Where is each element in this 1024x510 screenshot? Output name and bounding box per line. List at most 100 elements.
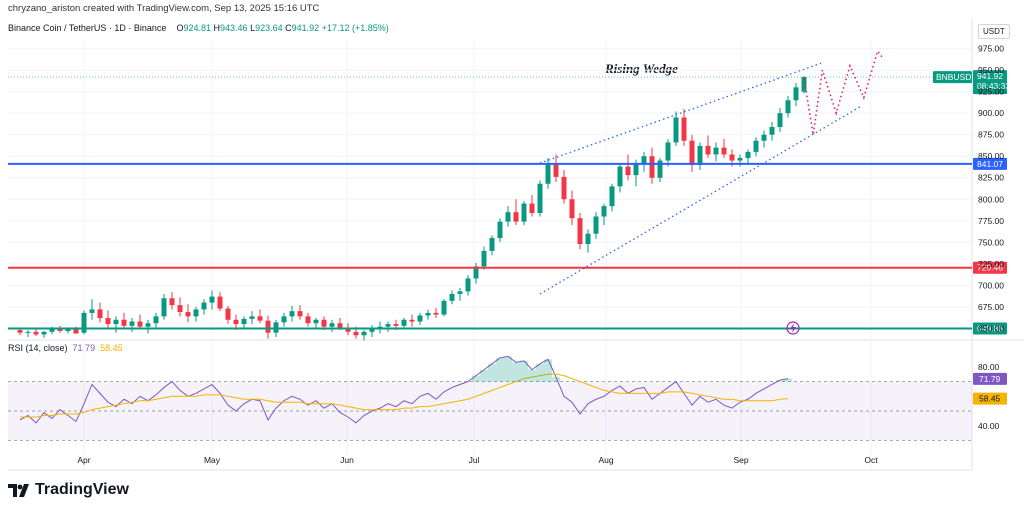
candle-body xyxy=(521,203,527,222)
candle-body xyxy=(745,151,751,158)
candle-body xyxy=(409,319,415,322)
rsi-overbought-fill xyxy=(544,359,552,382)
candle-body xyxy=(337,323,343,329)
candle-body xyxy=(545,163,551,184)
rsi-overbought-fill xyxy=(552,377,560,382)
rsi-indicator-name[interactable]: RSI (14, close) xyxy=(8,343,68,353)
wedge-upper-line xyxy=(539,62,822,164)
candle-body xyxy=(329,323,335,327)
last-price-value: 941.92 xyxy=(977,71,1003,81)
candle-body xyxy=(361,331,367,336)
candle-body xyxy=(617,166,623,187)
rsi-overbought-fill xyxy=(480,369,488,382)
rsi-value-badge xyxy=(973,372,1007,385)
candle-body xyxy=(777,113,783,127)
candle-body xyxy=(513,212,519,222)
price-tick-label: 900.00 xyxy=(978,108,1004,118)
price-tick-label: 950.00 xyxy=(978,65,1004,75)
wedge-annotation: Rising Wedge xyxy=(605,61,678,76)
lightning-event-icon xyxy=(786,321,800,335)
time-tick-label: May xyxy=(204,455,221,465)
candle-body xyxy=(353,331,359,336)
candle-body xyxy=(97,309,103,319)
candle-body xyxy=(801,77,807,92)
symbol-legend[interactable]: Binance Coin / TetherUS · 1D · Binance O… xyxy=(8,23,389,33)
credit-line: chryzano_ariston created with TradingVie… xyxy=(8,3,320,14)
candle-body xyxy=(73,329,79,334)
rsi-overbought-fill xyxy=(512,362,520,382)
candle-body xyxy=(177,305,183,313)
brand-name: TradingView xyxy=(35,481,129,498)
candle-body xyxy=(665,142,671,161)
rsi-overbought-fill xyxy=(776,380,784,382)
rsi-overbought-fill xyxy=(536,363,544,382)
candle-body xyxy=(449,293,455,301)
candle-body xyxy=(185,312,191,317)
candle-body xyxy=(537,183,543,214)
level-badge xyxy=(973,261,1007,274)
candle-body xyxy=(345,328,351,332)
price-tick-label: 875.00 xyxy=(978,130,1004,140)
candle-body xyxy=(433,312,439,315)
high-value: 943.46 xyxy=(220,23,248,33)
candle-body xyxy=(641,156,647,164)
candle-body xyxy=(81,312,87,333)
wedge-lower-line xyxy=(539,105,862,295)
candle-body xyxy=(473,266,479,279)
low-label: L xyxy=(250,23,256,33)
rsi-overbought-fill xyxy=(496,357,504,382)
candle-body xyxy=(681,117,687,141)
currency-button[interactable]: USDT xyxy=(978,24,1010,39)
candle-body xyxy=(281,316,287,323)
candle-body xyxy=(609,186,615,207)
price-tick-label: 700.00 xyxy=(978,280,1004,290)
symbol-name[interactable]: Binance Coin / TetherUS · 1D · Binance xyxy=(8,23,167,33)
time-tick-label: Aug xyxy=(598,455,613,465)
candle-body xyxy=(225,308,231,320)
time-axis[interactable]: Apr May Jun Jul Aug Sep Oct xyxy=(77,455,878,465)
candle-body xyxy=(761,134,767,141)
candle-body xyxy=(529,203,535,214)
rsi-overbought-fill xyxy=(784,378,792,382)
candle-body xyxy=(193,309,199,317)
candle-body xyxy=(657,160,663,178)
time-tick-label: Sep xyxy=(733,455,748,465)
candle-body xyxy=(465,278,471,292)
candle-body xyxy=(689,140,695,165)
rsi-value-label: 71.79 xyxy=(979,374,1001,384)
candle-body xyxy=(585,233,591,245)
change-value: +17.12 (+1.85%) xyxy=(321,23,389,33)
candle-body xyxy=(297,311,303,317)
candle-body xyxy=(305,316,311,324)
price-tick-label: 850.00 xyxy=(978,151,1004,161)
candle-body xyxy=(241,318,247,325)
price-tick-label: 800.00 xyxy=(978,194,1004,204)
candle-body xyxy=(625,166,631,176)
price-tick-label: 775.00 xyxy=(978,216,1004,226)
level-badge xyxy=(973,157,1007,170)
candle-body xyxy=(401,319,407,326)
candle-body xyxy=(769,126,775,135)
candle-body xyxy=(713,147,719,155)
price-axis[interactable]: 975.00 950.00 925.00 900.00 875.00 850.00 825.… xyxy=(978,44,1004,431)
open-value: 924.81 xyxy=(183,23,212,33)
lightning-bolt-icon xyxy=(790,323,796,333)
time-tick-label: Oct xyxy=(864,455,878,465)
candle-body xyxy=(65,329,71,331)
time-tick-label: Jul xyxy=(469,455,480,465)
price-tick-label: 725.00 xyxy=(978,259,1004,269)
symbol-badge-label: BNBUSDT xyxy=(936,72,977,82)
candle-body xyxy=(217,296,223,309)
symbol-badge xyxy=(933,71,972,84)
candle-body xyxy=(17,330,23,333)
candle-body xyxy=(673,117,679,143)
candle-body xyxy=(369,328,375,332)
rsi-overbought-fill xyxy=(488,363,496,382)
candle-body xyxy=(41,331,47,335)
candle-body xyxy=(25,331,31,333)
rsi-tick-label: 40.00 xyxy=(978,421,1000,431)
tradingview-logo-icon xyxy=(8,483,29,497)
candle-body xyxy=(785,100,791,114)
